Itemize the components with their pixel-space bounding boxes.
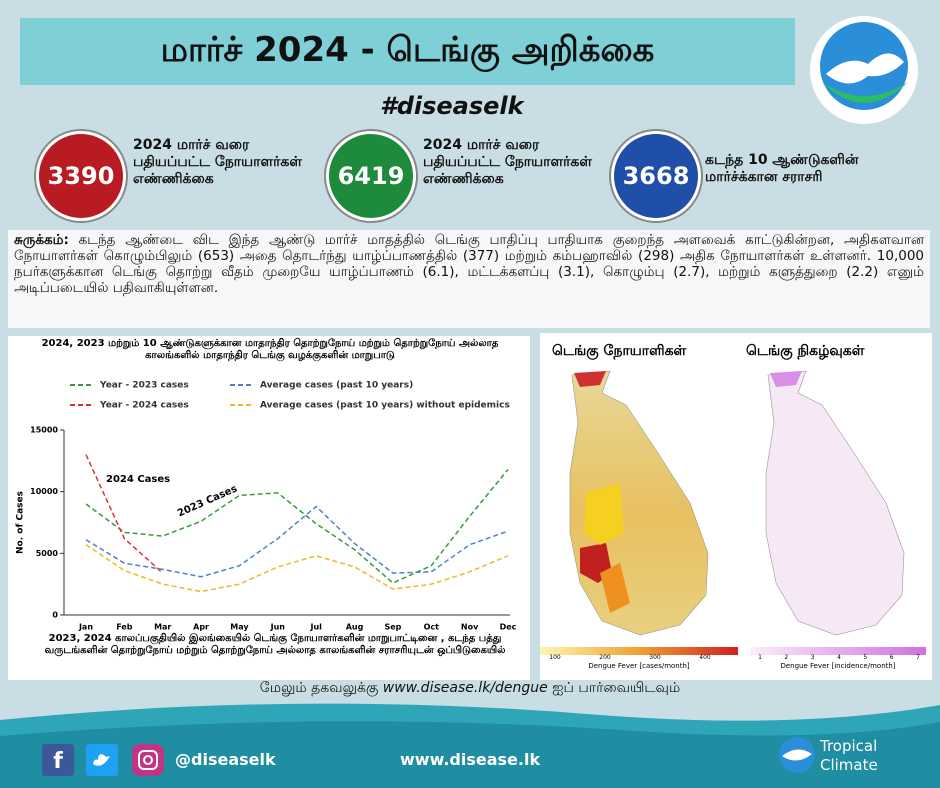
hashtag: #diseaselk (380, 92, 524, 120)
brand-line: Climate (820, 756, 878, 774)
chart-caption: 2023, 2024 காலப்பகுதியில் இலங்கையில் டெங… (44, 633, 506, 656)
map-tick: 4 (837, 654, 841, 661)
y-axis-label: No. of Cases (16, 491, 26, 554)
map-tick: 100 (549, 654, 561, 661)
note: ஐப் பார்வையிடவும் (552, 680, 681, 696)
summary-text: கடந்த ஆண்டை விட இந்த ஆண்டு மார்ச் மாதத்த… (14, 232, 924, 296)
map-legend: Dengue Fever [cases/month] (588, 662, 690, 670)
y-tick-label: 10000 (30, 487, 58, 496)
legend-label: Year - 2024 cases (99, 401, 189, 411)
x-tick-label: Apr (193, 623, 209, 632)
x-tick-label: Sep (384, 623, 401, 632)
x-tick-label: May (230, 623, 249, 632)
stat-value: 3390 (36, 131, 126, 221)
title: மார்ச் 2024 - டெங்கு அறிக்கை (20, 18, 795, 85)
stat-value: 3668 (611, 131, 701, 221)
x-tick-label: Mar (154, 623, 171, 632)
legend-label: Average cases (past 10 years) without ep… (260, 401, 510, 411)
svg-text:f: f (53, 749, 63, 774)
handle: @diseaselk (175, 750, 276, 769)
map-tick: 200 (599, 654, 611, 661)
map-tick: 7 (916, 654, 920, 661)
stat-value: 6419 (326, 131, 416, 221)
note: மேலும் தகவலுக்கு (259, 680, 379, 696)
brand-line: Tropical (820, 737, 878, 755)
map-tick: 3 (810, 654, 815, 661)
summary-label: சுருக்கம்: (14, 232, 69, 248)
map-tick: 400 (699, 654, 711, 661)
map-title: டெங்கு நிகழ்வுகள் (746, 343, 865, 359)
brand: Tropical Climate (820, 737, 878, 775)
series-line (85, 454, 164, 574)
map-title: டெங்கு நோயாளிகள் (552, 343, 687, 359)
website: www.disease.lk (400, 750, 541, 769)
map-tick: 5 (863, 654, 868, 661)
summary: சுருக்கம்: கடந்த ஆண்டை விட இந்த ஆண்டு மா… (8, 230, 930, 328)
y-tick-label: 5000 (36, 549, 59, 558)
map-tick: 1 (758, 654, 762, 661)
map-tick: 2 (784, 654, 789, 661)
x-tick-label: Dec (500, 623, 517, 632)
x-tick-label: Aug (346, 623, 364, 632)
series-line (85, 544, 509, 593)
y-tick-label: 15000 (30, 426, 58, 435)
annotation: 2024 Cases (106, 474, 170, 485)
map-legend: Dengue Fever [incidence/month] (780, 662, 896, 670)
x-tick-label: Oct (424, 623, 440, 632)
footer-band: f (0, 703, 940, 788)
legend-label: Average cases (past 10 years) (260, 381, 413, 391)
chart-panel (8, 336, 530, 680)
map-tick: 300 (649, 654, 661, 661)
series-line (85, 505, 509, 578)
chart-title: 2024, 2023 மற்றும் 10 ஆண்டுகளுக்கான மாதா… (41, 338, 499, 361)
maps (540, 370, 926, 655)
legend-label: Year - 2023 cases (99, 381, 189, 391)
stat-label: கடந்த 10 ஆண்டுகளின் மார்ச்க்கான சராசரி (705, 152, 859, 185)
stat-label: 2024 மார்ச் வரை பதியப்பட்ட நோயாளர்கள் எண… (133, 137, 302, 187)
url: www.disease.lk/dengue (382, 680, 548, 696)
stat-label: 2024 மார்ச் வரை பதியப்பட்ட நோயாளர்கள் எண… (423, 137, 592, 187)
map-tick: 6 (889, 654, 894, 661)
x-tick-label: Feb (116, 623, 133, 632)
x-tick-label: Nov (461, 623, 479, 632)
x-tick-label: Jun (270, 623, 286, 632)
footer-note: மேலும் தகவலுக்கு www.disease.lk/dengue ஐ… (0, 680, 940, 698)
chart: 0 5000 10000 15000 No. of Cases Jan Feb Mar Apr M… (16, 381, 517, 632)
y-tick-label: 0 (52, 611, 58, 620)
x-tick-label: Jul (309, 623, 322, 632)
x-tick-label: Jan (78, 623, 93, 632)
series-line (85, 468, 509, 584)
logo (810, 16, 918, 124)
